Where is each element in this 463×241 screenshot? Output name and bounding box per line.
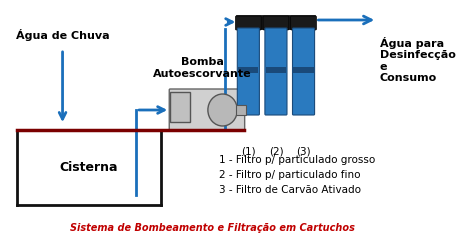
Bar	[294, 67, 313, 73]
Text: 3 - Filtro de Carvão Ativado: 3 - Filtro de Carvão Ativado	[219, 185, 361, 195]
Circle shape	[208, 94, 238, 126]
Bar	[238, 67, 258, 73]
Bar	[170, 92, 190, 122]
Text: 1 - Filtro p/ particulado grosso: 1 - Filtro p/ particulado grosso	[219, 155, 375, 165]
Text: Água para
Desinfecção
e
Consumo: Água para Desinfecção e Consumo	[380, 37, 456, 83]
Text: Sistema de Bombeamento e Filtração em Cartuchos: Sistema de Bombeamento e Filtração em Ca…	[70, 223, 355, 233]
FancyBboxPatch shape	[291, 16, 316, 30]
Text: (2): (2)	[269, 147, 283, 157]
FancyBboxPatch shape	[238, 28, 259, 115]
FancyBboxPatch shape	[263, 16, 289, 30]
Bar	[237, 15, 315, 29]
Bar	[266, 67, 286, 73]
FancyBboxPatch shape	[236, 16, 261, 30]
Text: 2 - Filtro p/ particulado fino: 2 - Filtro p/ particulado fino	[219, 170, 360, 180]
FancyBboxPatch shape	[293, 28, 314, 115]
Text: Cisterna: Cisterna	[60, 161, 118, 174]
Text: (1): (1)	[241, 147, 256, 157]
Bar	[237, 105, 245, 115]
FancyBboxPatch shape	[265, 28, 287, 115]
Text: Água de Chuva: Água de Chuva	[16, 29, 109, 41]
Text: (3): (3)	[296, 147, 311, 157]
FancyBboxPatch shape	[169, 89, 244, 131]
Text: Bomba
Autoescorvante: Bomba Autoescorvante	[153, 57, 252, 79]
